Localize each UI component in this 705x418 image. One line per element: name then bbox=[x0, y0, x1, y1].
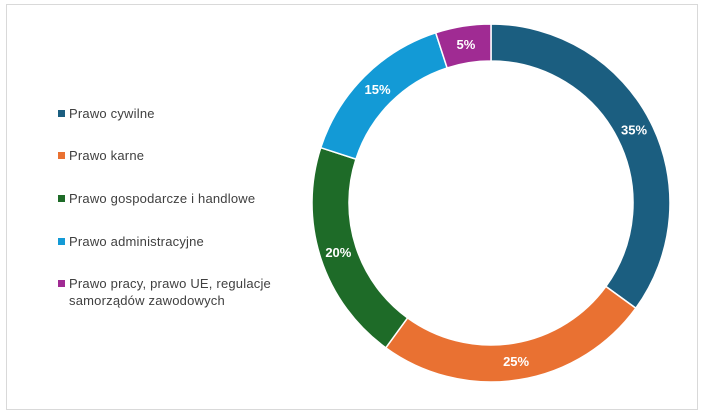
legend-swatch bbox=[58, 195, 65, 202]
slice-data-label-2: 20% bbox=[325, 245, 351, 260]
donut-slice-4 bbox=[434, 23, 492, 69]
legend-item-prawo-administracyjne: Prawo administracyjne bbox=[58, 233, 289, 250]
legend-label: Prawo karne bbox=[69, 148, 145, 163]
legend-swatch bbox=[58, 110, 65, 117]
slice-data-label-0: 35% bbox=[621, 123, 647, 138]
legend-swatch bbox=[58, 238, 65, 245]
legend-label: Prawo gospodarcze i handlowe bbox=[69, 191, 256, 206]
legend-item-prawo-cywilne: Prawo cywilne bbox=[58, 105, 289, 122]
legend-item-prawo-pracy: Prawo pracy, prawo UE, regulacje samorzą… bbox=[58, 275, 289, 309]
legend-item-prawo-gospodarcze: Prawo gospodarcze i handlowe bbox=[58, 190, 289, 207]
legend-swatch bbox=[58, 280, 65, 287]
slice-data-label-3: 15% bbox=[364, 82, 390, 97]
legend-label: Prawo pracy, prawo UE, regulacje samorzą… bbox=[69, 276, 271, 308]
legend-label: Prawo cywilne bbox=[69, 106, 155, 121]
legend: Prawo cywilne Prawo karne Prawo gospodar… bbox=[28, 98, 302, 316]
legend-item-prawo-karne: Prawo karne bbox=[58, 147, 289, 164]
legend-swatch bbox=[58, 152, 65, 159]
legend-label: Prawo administracyjne bbox=[69, 234, 204, 249]
slice-data-label-1: 25% bbox=[503, 354, 529, 369]
donut-slice-0 bbox=[490, 23, 671, 310]
slice-data-label-4: 5% bbox=[456, 37, 475, 52]
